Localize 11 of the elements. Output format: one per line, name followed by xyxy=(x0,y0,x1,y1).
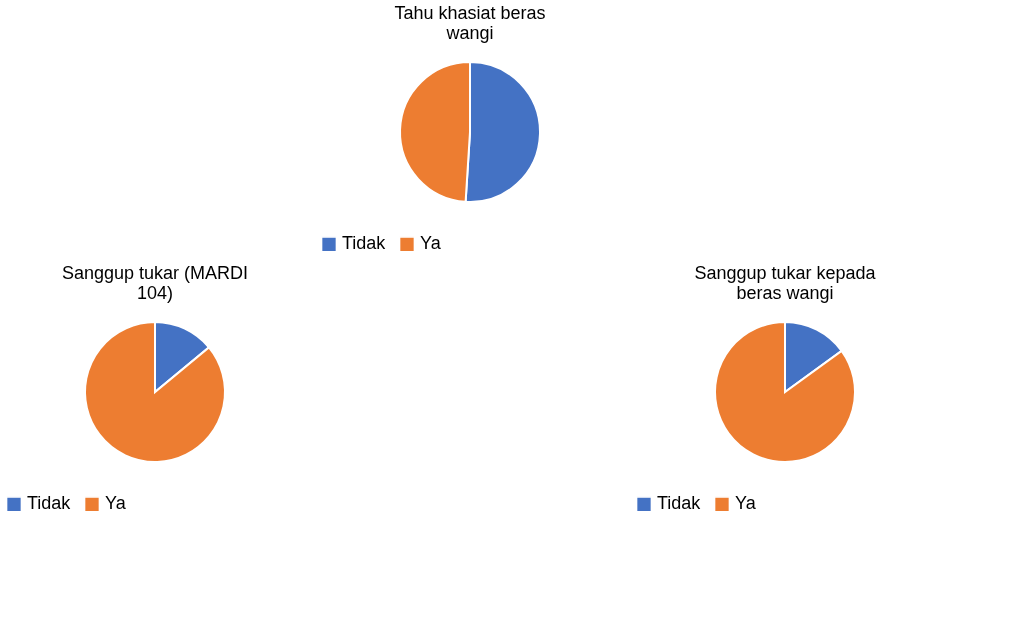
legend-label: Tidak xyxy=(27,493,72,514)
pie-slice xyxy=(84,321,226,463)
pie-slice xyxy=(714,321,856,463)
legend-label: Ya xyxy=(105,493,127,514)
legend-label: Ya xyxy=(420,233,442,254)
chart-title: Sanggup tukar (MARDI 104) xyxy=(61,263,249,303)
legend-label: Tidak xyxy=(342,233,387,254)
chart-title: Tahu khasiat beras wangi xyxy=(394,3,546,43)
chart-title: Sanggup tukar kepada beras wangi xyxy=(694,263,877,303)
legend-label: Tidak xyxy=(657,493,702,514)
legend-label: Ya xyxy=(735,493,757,514)
